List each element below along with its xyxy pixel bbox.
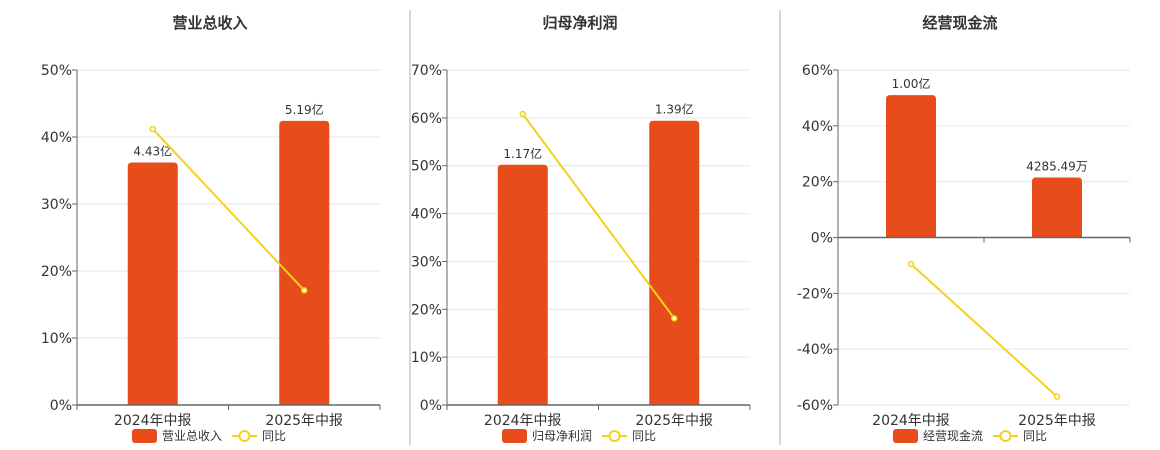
bar-data-label: 4285.49万 <box>1026 159 1088 173</box>
x-tick-label: 2025年中报 <box>1018 413 1096 429</box>
yoy-line <box>521 113 676 319</box>
y-tick-label: 50% <box>411 159 442 175</box>
yoy-point-2 <box>671 315 678 322</box>
y-tick-label: -20% <box>797 286 833 302</box>
x-tick-label: 2025年中报 <box>265 413 343 429</box>
y-tick-label: 20% <box>802 175 833 191</box>
legend-swatch-bar <box>132 429 157 443</box>
legend-swatch-marker <box>999 430 1012 442</box>
y-tick-label: 40% <box>802 119 833 135</box>
y-tick-label: 60% <box>802 63 833 79</box>
chart-title-3: 经营现金流 <box>922 14 997 32</box>
yoy-point-2 <box>301 287 308 294</box>
x-tick-label: 2025年中报 <box>635 413 713 429</box>
legend-label-bar: 经营现金流 <box>923 428 983 443</box>
y-tick-label: 40% <box>411 207 442 223</box>
chart-title-2: 归母净利润 <box>542 14 617 32</box>
bar-data-label: 5.19亿 <box>285 102 324 117</box>
y-tick-label: 0% <box>420 398 442 414</box>
legend-label-bar: 归母净利润 <box>532 429 592 443</box>
y-tick-label: 10% <box>41 331 72 347</box>
y-tick-label: -60% <box>797 398 833 414</box>
y-tick-label: 70% <box>411 63 442 79</box>
bar-data-label: 1.39亿 <box>655 102 694 117</box>
bar-data-label: 1.17亿 <box>503 146 542 161</box>
bar-2 <box>1032 177 1082 238</box>
yoy-point-1 <box>907 260 915 268</box>
yoy-point-1 <box>149 125 156 133</box>
bar-data-label: 4.43亿 <box>133 143 172 158</box>
legend-swatch-marker <box>238 430 251 442</box>
y-tick-label: 30% <box>411 254 442 270</box>
chart-title-1: 营业总收入 <box>172 14 247 32</box>
x-tick-label: 2024年中报 <box>114 413 192 429</box>
y-tick-label: 60% <box>411 111 442 127</box>
yoy-line <box>152 128 305 292</box>
y-tick-label: 0% <box>811 231 833 247</box>
y-tick-label: 0% <box>50 398 72 414</box>
yoy-line <box>910 263 1058 398</box>
bar-data-label: 1.00亿 <box>892 76 931 91</box>
y-tick-label: 20% <box>411 302 442 318</box>
y-tick-label: 10% <box>411 350 442 366</box>
legend-label-bar: 营业总收入 <box>162 429 222 443</box>
legend-label-line: 同比 <box>632 429 656 443</box>
bar-1 <box>127 162 178 405</box>
y-tick-label: 40% <box>41 130 72 146</box>
y-tick-label: 30% <box>41 197 72 213</box>
legend-label-line: 同比 <box>1023 429 1047 443</box>
x-tick-label: 2024年中报 <box>484 413 562 429</box>
yoy-point-1 <box>519 110 526 118</box>
y-tick-label: -40% <box>797 342 833 358</box>
legend-swatch-bar <box>893 429 918 443</box>
x-tick-label: 2024年中报 <box>872 413 950 429</box>
yoy-point-2 <box>1053 393 1061 400</box>
legend-swatch-marker <box>608 430 621 442</box>
legend-swatch-bar <box>502 429 527 443</box>
bar-1 <box>497 164 548 405</box>
bar-2 <box>279 120 330 406</box>
legend-label-line: 同比 <box>262 429 286 443</box>
bar-1 <box>886 95 936 238</box>
bar-2 <box>649 120 700 405</box>
y-tick-label: 50% <box>41 63 72 79</box>
y-tick-label: 20% <box>41 264 72 280</box>
